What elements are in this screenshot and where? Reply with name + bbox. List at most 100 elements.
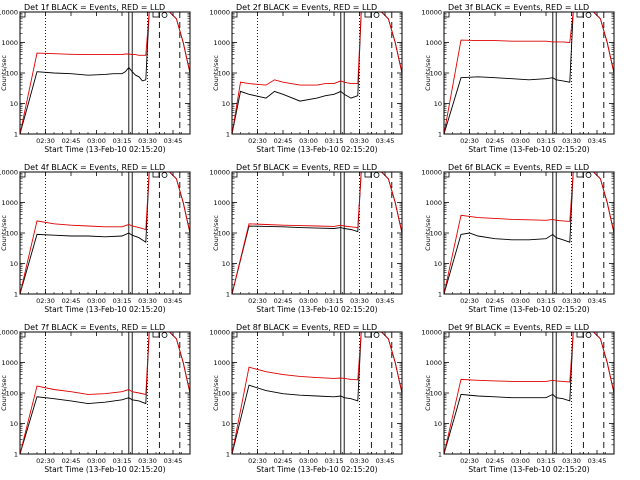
y-tick-label: 1 (226, 131, 230, 139)
x-tick-label: 03:00 (87, 137, 106, 145)
x-tick-label: 02:30 (460, 457, 479, 465)
y-tick-label: 1 (438, 131, 442, 139)
y-tick-label: 10 (222, 100, 230, 108)
x-tick-label: 02:30 (460, 137, 479, 145)
x-tick-label: 02:45 (62, 297, 81, 305)
flag-marker (152, 171, 160, 178)
y-tick-label: 10000 (0, 329, 18, 337)
y-tick-label: 10 (10, 420, 18, 428)
y-tick-label: 10000 (0, 169, 18, 177)
corner-marker (231, 331, 238, 338)
y-tick-label: 1 (438, 451, 442, 459)
corner-marker (443, 171, 450, 178)
x-tick-label: 02:45 (274, 297, 293, 305)
series-lld-line (232, 12, 402, 134)
x-tick-label: 03:45 (376, 297, 395, 305)
panel-title: Det 4f BLACK = Events, RED = LLD (24, 163, 165, 172)
y-tick-label: 100 (6, 390, 18, 398)
flag-marker (364, 171, 372, 178)
y-tick-label: 1 (226, 451, 230, 459)
x-tick-label: 03:30 (138, 457, 157, 465)
y-tick-label: 100 (6, 230, 18, 238)
x-tick-label: 03:15 (113, 457, 132, 465)
y-tick-label: 10000 (0, 9, 18, 17)
x-tick-label: 03:30 (138, 137, 157, 145)
y-tick-label: 1 (438, 291, 442, 299)
series-lld-line (232, 332, 402, 454)
y-axis-label: Counts/sec (424, 375, 432, 411)
panel-title: Det 3f BLACK = Events, RED = LLD (448, 3, 589, 12)
y-tick-label: 10 (10, 260, 18, 268)
y-axis-label: Counts/sec (212, 375, 220, 411)
y-tick-label: 1000 (1, 39, 18, 47)
series-lld-line (232, 172, 402, 294)
x-tick-label: 03:45 (164, 297, 183, 305)
x-tick-label: 03:15 (325, 457, 344, 465)
x-tick-label: 02:30 (460, 297, 479, 305)
panel-8: Det 8f BLACK = Events, RED = LLD 1 10 100 10… (209, 323, 403, 474)
y-tick-label: 1000 (425, 199, 442, 207)
panel-9: Det 9f BLACK = Events, RED = LLD 1 10 100 10… (421, 323, 615, 474)
x-tick-label: 02:45 (274, 457, 293, 465)
y-tick-label: 100 (430, 70, 442, 78)
panel-7: Det 7f BLACK = Events, RED = LLD 1 10 100 10… (0, 323, 191, 474)
x-axis-label: Start Time (13-Feb-10 02:15:20) (44, 145, 165, 154)
x-tick-label: 03:15 (325, 297, 344, 305)
x-tick-label: 03:00 (87, 297, 106, 305)
y-tick-label: 10000 (421, 329, 442, 337)
x-axis-label: Start Time (13-Feb-10 02:15:20) (256, 145, 377, 154)
y-tick-label: 100 (218, 70, 230, 78)
y-tick-label: 1000 (213, 359, 230, 367)
x-tick-label: 02:30 (248, 457, 267, 465)
corner-marker (19, 11, 26, 18)
y-tick-label: 100 (6, 70, 18, 78)
flag-marker (576, 171, 584, 178)
x-tick-label: 03:45 (588, 137, 607, 145)
panel-title: Det 2f BLACK = Events, RED = LLD (236, 3, 377, 12)
series-lld-line (444, 12, 614, 134)
y-tick-label: 1 (226, 291, 230, 299)
y-tick-label: 10 (222, 260, 230, 268)
x-tick-label: 03:45 (588, 297, 607, 305)
y-tick-label: 1000 (1, 199, 18, 207)
x-tick-label: 03:30 (562, 297, 581, 305)
x-tick-label: 03:45 (376, 457, 395, 465)
x-tick-label: 02:30 (248, 297, 267, 305)
flag-marker-round (585, 332, 592, 338)
flag-marker (576, 11, 584, 18)
x-tick-label: 03:45 (588, 457, 607, 465)
x-axis-label: Start Time (13-Feb-10 02:15:20) (468, 305, 589, 314)
y-tick-label: 100 (430, 390, 442, 398)
flag-marker-round (585, 12, 592, 18)
corner-marker (231, 11, 238, 18)
y-tick-label: 1 (14, 451, 18, 459)
series-lld-line (444, 172, 614, 294)
flag-marker-round (161, 12, 168, 18)
x-tick-label: 03:00 (511, 137, 530, 145)
series-lld-line (444, 332, 614, 454)
flag-marker (152, 331, 160, 338)
y-tick-label: 10 (434, 420, 442, 428)
flag-marker-round (161, 332, 168, 338)
x-tick-label: 02:30 (248, 137, 267, 145)
y-tick-label: 10000 (209, 169, 230, 177)
x-tick-label: 03:15 (113, 297, 132, 305)
x-tick-label: 03:00 (511, 297, 530, 305)
x-tick-label: 03:00 (299, 297, 318, 305)
panel-1: Det 1f BLACK = Events, RED = LLD 1 10 100 10… (0, 3, 191, 154)
series-events-line (20, 12, 190, 134)
x-tick-label: 03:30 (350, 297, 369, 305)
flag-marker-round (373, 12, 380, 18)
x-tick-label: 03:15 (537, 457, 556, 465)
x-tick-label: 03:00 (299, 457, 318, 465)
y-tick-label: 10 (10, 100, 18, 108)
y-tick-label: 1000 (425, 359, 442, 367)
flag-marker-round (373, 172, 380, 178)
y-tick-label: 1000 (213, 199, 230, 207)
series-lld-line (20, 172, 190, 294)
panel-title: Det 6f BLACK = Events, RED = LLD (448, 163, 589, 172)
y-tick-label: 10 (222, 420, 230, 428)
y-axis-label: Counts/sec (424, 55, 432, 91)
x-tick-label: 03:45 (164, 457, 183, 465)
y-tick-label: 100 (218, 230, 230, 238)
